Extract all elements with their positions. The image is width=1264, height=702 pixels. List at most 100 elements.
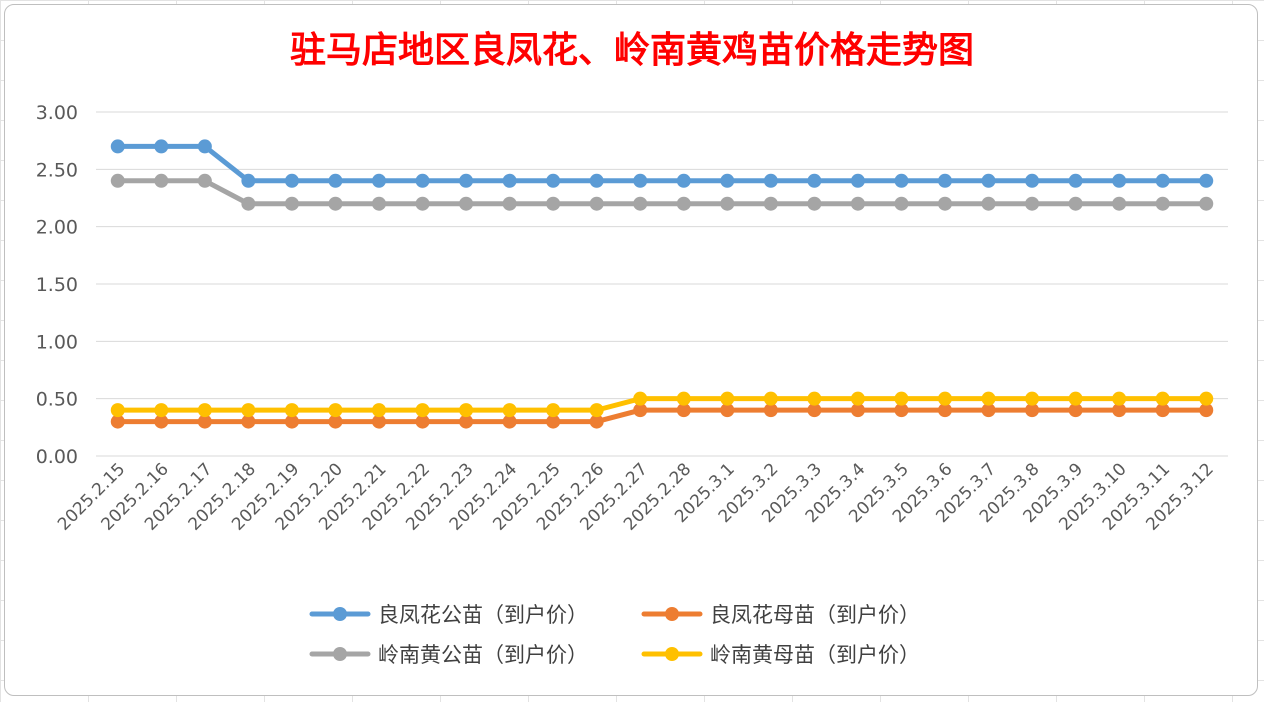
data-point [110, 414, 125, 429]
data-point [415, 403, 430, 418]
legend: 良凤花公苗（到户价） 良凤花母苗（到户价） 岭南黄公苗（到户价） 岭南黄母苗（到户价） [309, 603, 920, 667]
data-point [110, 403, 125, 418]
data-point [894, 173, 909, 188]
data-point [372, 196, 386, 211]
data-point [154, 139, 169, 154]
data-point [154, 414, 169, 429]
data-point [415, 196, 430, 211]
y-tick-label: 0.50 [36, 389, 78, 411]
data-point [633, 403, 648, 418]
series-line [115, 178, 1209, 207]
data-point [1155, 403, 1170, 418]
data-point [1199, 196, 1214, 211]
data-point [676, 403, 691, 418]
legend-label: 岭南黄公苗（到户价） [378, 643, 588, 667]
data-point [284, 196, 299, 211]
data-point [850, 391, 865, 406]
data-point [197, 414, 212, 429]
data-point [546, 196, 561, 211]
series-lines [110, 139, 1214, 429]
data-point [807, 173, 822, 188]
data-point [720, 391, 735, 406]
data-point [633, 196, 648, 211]
data-point [546, 403, 561, 418]
data-point [894, 196, 909, 211]
data-point [938, 403, 952, 418]
data-point [981, 391, 996, 406]
data-point [589, 414, 604, 429]
legend-item: 良凤花母苗（到户价） [641, 603, 920, 627]
data-point [284, 414, 299, 429]
legend-swatch-marker [333, 647, 347, 661]
data-point [720, 173, 735, 188]
data-point [1199, 391, 1214, 406]
data-point [589, 173, 604, 188]
legend-swatch-marker [333, 607, 347, 621]
y-tick-label: 1.50 [36, 274, 78, 296]
data-point [284, 403, 299, 418]
data-point [328, 403, 343, 418]
data-point [850, 173, 865, 188]
legend-swatch-marker [665, 607, 679, 621]
data-point [415, 414, 430, 429]
data-point [1112, 173, 1127, 188]
data-point [676, 196, 691, 211]
data-point [241, 173, 256, 188]
data-point [459, 403, 474, 418]
data-point [1025, 403, 1040, 418]
data-point [763, 391, 778, 406]
legend-item: 岭南黄母苗（到户价） [641, 643, 920, 667]
y-tick-label: 3.00 [36, 102, 78, 124]
data-point [459, 173, 474, 188]
data-point [154, 403, 169, 418]
data-point [1025, 173, 1040, 188]
chart-frame [4, 4, 1258, 696]
data-point [502, 414, 517, 429]
series-line [115, 143, 1209, 184]
data-point [546, 414, 561, 429]
data-point [1068, 196, 1083, 211]
data-point [372, 173, 386, 188]
data-point [589, 403, 604, 418]
data-point [546, 173, 561, 188]
data-point [720, 403, 735, 418]
data-point [154, 173, 169, 188]
chart-title: 驻马店地区良凤花、岭南黄鸡苗价格走势图 [290, 29, 974, 71]
data-point [676, 391, 691, 406]
legend-item: 良凤花公苗（到户价） [309, 603, 588, 627]
data-point [1068, 173, 1083, 188]
legend-label: 良凤花母苗（到户价） [710, 603, 920, 627]
legend-label: 良凤花公苗（到户价） [378, 603, 588, 627]
gridlines [96, 111, 1228, 457]
series-1 [110, 403, 1214, 429]
series-3 [110, 391, 1214, 418]
data-point [1155, 391, 1170, 406]
data-point [1155, 173, 1170, 188]
data-point [981, 173, 996, 188]
legend-label: 岭南黄母苗（到户价） [710, 643, 920, 667]
axes: 0.000.501.001.502.002.503.002025.2.15202… [36, 102, 1218, 535]
data-point [197, 403, 212, 418]
data-point [1112, 403, 1127, 418]
data-point [807, 391, 822, 406]
data-point [850, 403, 865, 418]
data-point [1199, 403, 1214, 418]
data-point [328, 414, 343, 429]
data-point [328, 196, 343, 211]
data-point [763, 173, 778, 188]
data-point [850, 196, 865, 211]
data-point [1112, 196, 1127, 211]
data-point [372, 414, 386, 429]
data-point [720, 196, 735, 211]
data-point [676, 173, 691, 188]
data-point [459, 196, 474, 211]
data-point [415, 173, 430, 188]
data-point [1199, 173, 1214, 188]
series-line [115, 396, 1209, 413]
data-point [633, 391, 648, 406]
data-point [372, 403, 386, 418]
data-point [328, 173, 343, 188]
data-point [1025, 391, 1040, 406]
data-point [807, 196, 822, 211]
data-point [110, 139, 125, 154]
